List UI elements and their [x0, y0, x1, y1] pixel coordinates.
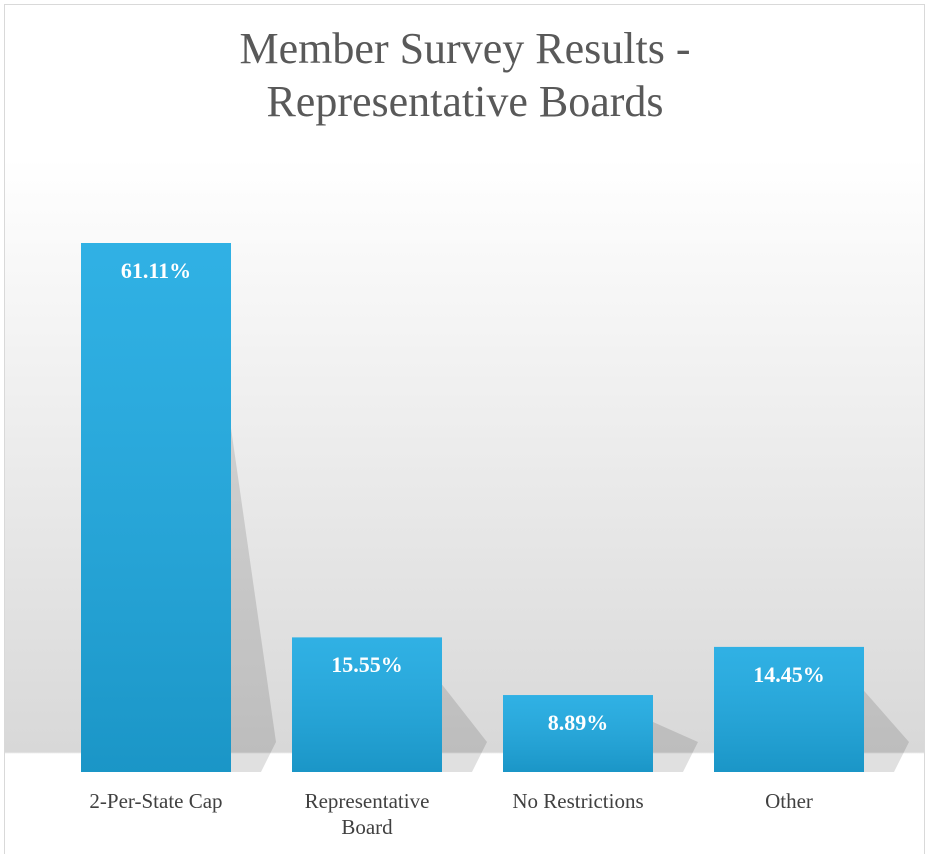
- x-tick-label: Representative Board: [304, 789, 430, 839]
- bar-shadow: [442, 684, 487, 772]
- data-label: 14.45%: [753, 661, 825, 687]
- bar-shade: [81, 243, 231, 772]
- data-label: 15.55%: [331, 652, 403, 678]
- bar-shadow: [864, 690, 909, 772]
- bar-shade: [292, 637, 442, 772]
- x-tick-label: No Restrictions: [512, 789, 644, 813]
- bar-shadow: [653, 721, 698, 772]
- bar-shade: [503, 695, 653, 772]
- bar-shade: [714, 646, 864, 772]
- data-label: 8.89%: [547, 710, 609, 736]
- x-tick-label: Other: [765, 789, 813, 813]
- x-tick-label: 2-Per-State Cap: [89, 789, 223, 813]
- bar-shadow: [231, 428, 276, 772]
- chart-title: Member Survey Results - Representative B…: [239, 24, 691, 126]
- data-label: 61.11%: [120, 258, 192, 283]
